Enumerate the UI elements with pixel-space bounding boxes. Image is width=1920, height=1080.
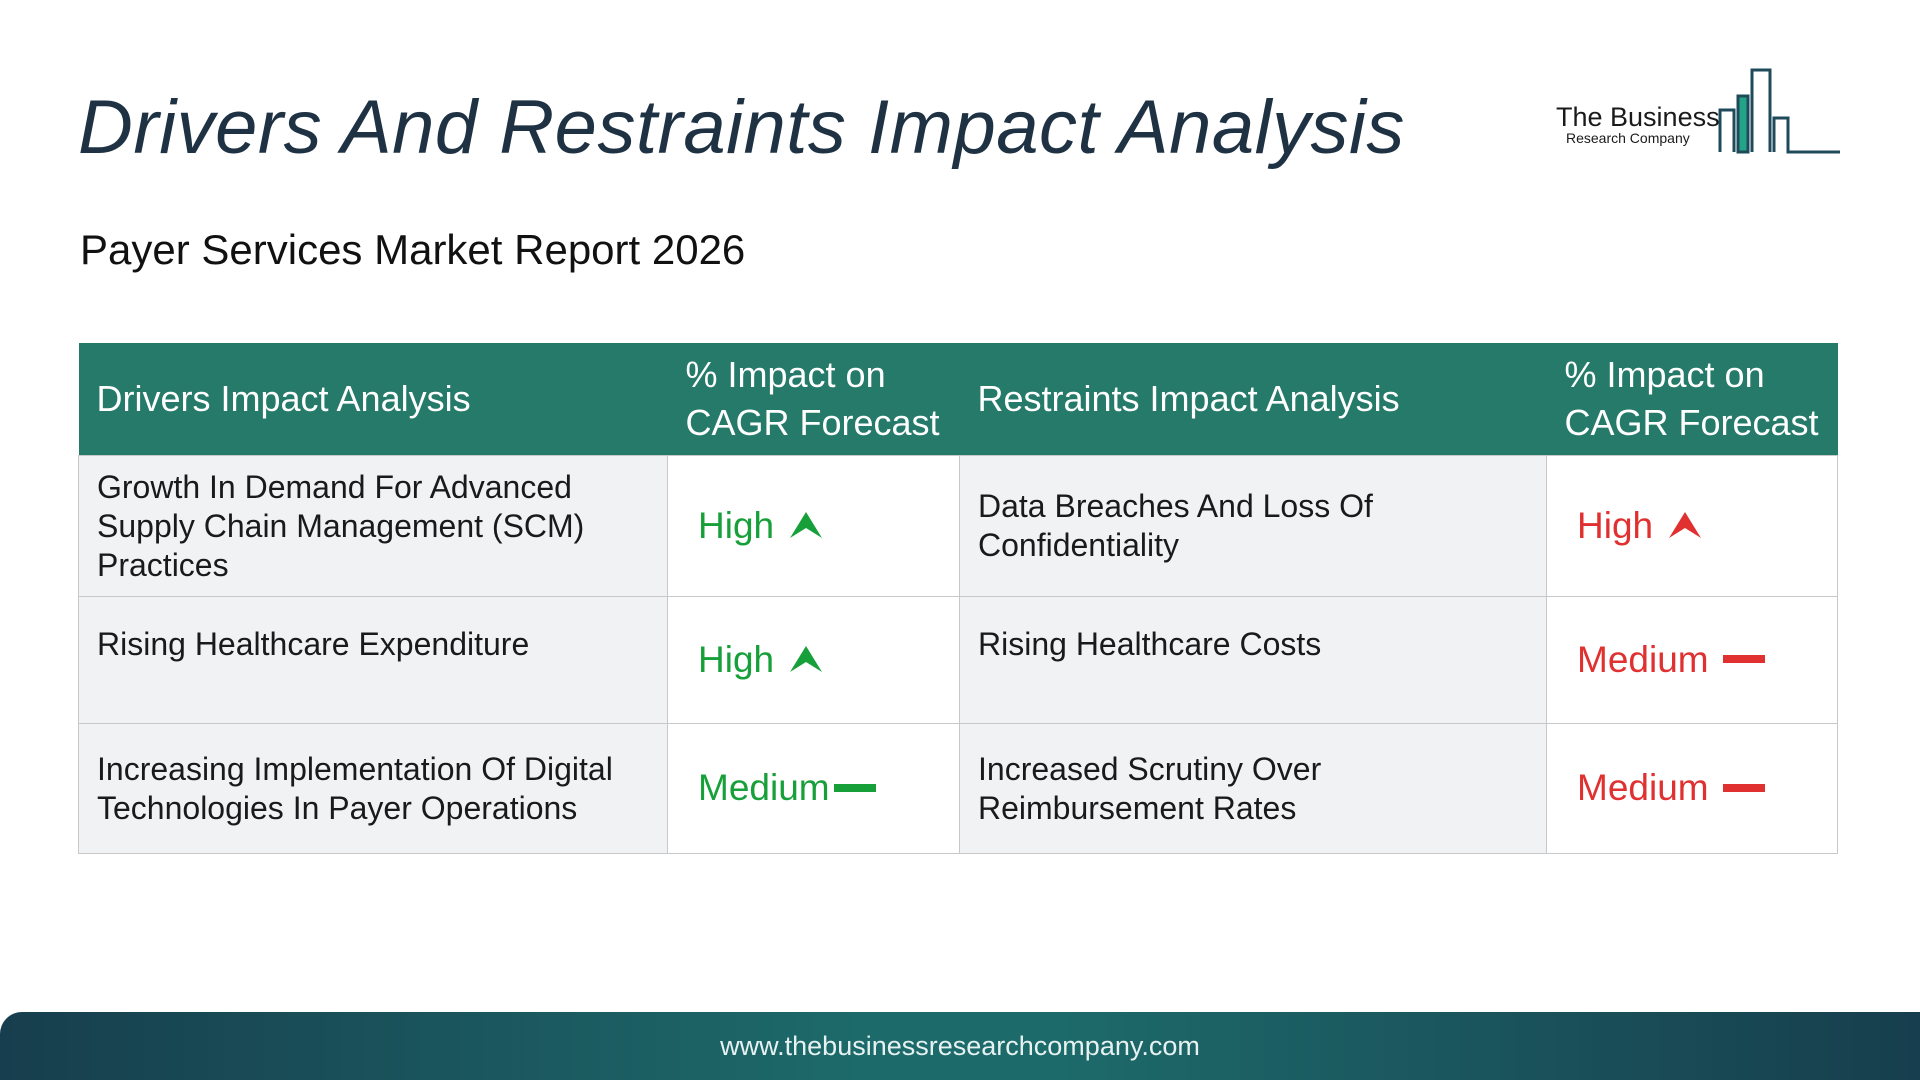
impact-level: Medium (1577, 640, 1765, 679)
restraint-cell: Rising Healthcare Costs (959, 596, 1547, 724)
driver-cell: Rising Healthcare Expenditure (78, 596, 668, 724)
arrow-up-icon (1669, 512, 1702, 538)
restraint-cell: Data Breaches And Loss Of Confidentialit… (959, 455, 1547, 597)
dash-icon (1722, 783, 1765, 792)
header-restraints-impact: % Impact on CAGR Forecast (1546, 343, 1838, 456)
arrow-up-icon (790, 646, 823, 672)
page-title: Drivers And Restraints Impact Analysis (78, 85, 1405, 170)
report-subtitle: Payer Services Market Report 2026 (80, 226, 746, 273)
impact-level-label: Medium (1577, 638, 1709, 680)
impact-level-label: High (698, 638, 775, 680)
restraint-impact-cell: Medium (1546, 596, 1838, 724)
impact-level-label: Medium (698, 767, 830, 808)
driver-impact-cell: High (667, 455, 960, 597)
restraint-cell: Increased Scrutiny Over Reimbursement Ra… (959, 723, 1547, 854)
impact-level: High (1577, 506, 1703, 545)
driver-impact-cell: Medium (667, 723, 960, 854)
restraint-impact-cell: High (1546, 455, 1838, 597)
dash-icon (833, 783, 876, 792)
driver-cell: Growth In Demand For Advanced Supply Cha… (78, 455, 668, 597)
header-drivers: Drivers Impact Analysis (78, 343, 668, 456)
impact-level-label: High (1577, 504, 1654, 546)
impact-level: High (698, 640, 824, 679)
impact-level: Medium (698, 768, 876, 807)
table-row: Growth In Demand For Advanced Supply Cha… (78, 455, 1838, 597)
header-drivers-impact: % Impact on CAGR Forecast (667, 343, 960, 456)
impact-analysis-table: Drivers Impact Analysis % Impact on CAGR… (78, 343, 1838, 854)
table-row: Increasing Implementation Of Digital Tec… (78, 723, 1838, 854)
logo-tagline: Research Company (1566, 130, 1690, 146)
header-restraints: Restraints Impact Analysis (959, 343, 1547, 456)
restraint-impact-cell: Medium (1546, 723, 1838, 854)
impact-level: High (698, 506, 824, 545)
table-header-row: Drivers Impact Analysis % Impact on CAGR… (78, 343, 1838, 456)
table-row: Rising Healthcare Expenditure High Risin… (78, 596, 1838, 724)
impact-level-label: Medium (1577, 767, 1709, 808)
footer-bar: www.thebusinessresearchcompany.com (0, 1012, 1920, 1080)
company-logo: The Business Research Company (1552, 66, 1842, 156)
driver-impact-cell: High (667, 596, 960, 724)
logo-name: The Business (1556, 102, 1720, 132)
dash-icon (1722, 655, 1765, 663)
impact-level: Medium (1577, 768, 1765, 807)
arrow-up-icon (790, 512, 823, 538)
bar-chart-buildings-icon (1718, 68, 1840, 154)
impact-level-label: High (698, 504, 775, 546)
driver-cell: Increasing Implementation Of Digital Tec… (78, 723, 668, 854)
footer-url[interactable]: www.thebusinessresearchcompany.com (720, 1030, 1200, 1061)
